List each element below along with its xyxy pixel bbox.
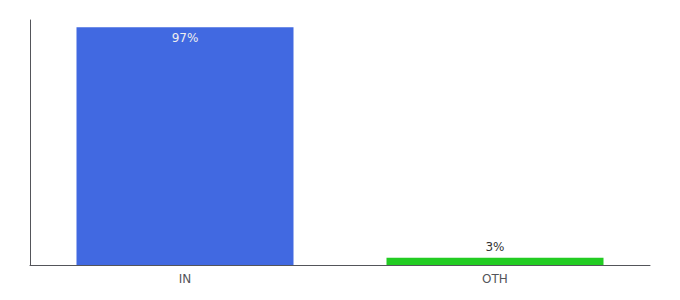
svg-text:97%: 97% [172,31,199,45]
svg-text:3%: 3% [485,240,504,254]
svg-text:OTH: OTH [482,272,508,286]
svg-text:IN: IN [179,272,192,286]
